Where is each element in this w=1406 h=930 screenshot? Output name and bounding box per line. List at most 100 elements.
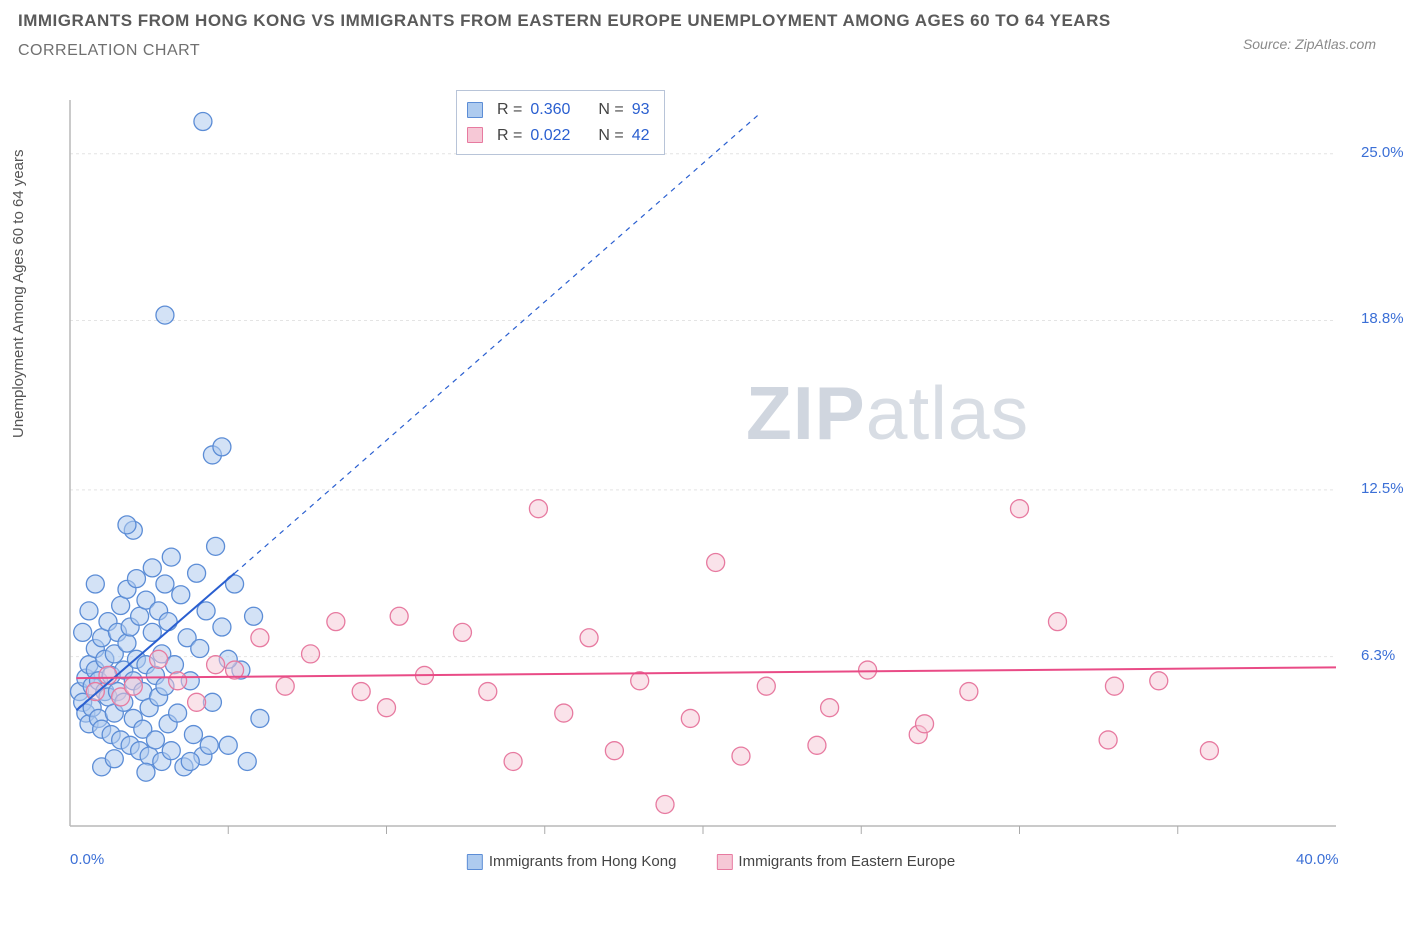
scatter-point bbox=[1099, 731, 1117, 749]
scatter-point bbox=[105, 750, 123, 768]
scatter-point bbox=[169, 704, 187, 722]
scatter-point bbox=[80, 602, 98, 620]
scatter-plot-svg bbox=[66, 90, 1356, 840]
n-value: 42 bbox=[632, 123, 650, 149]
scatter-point bbox=[1048, 613, 1066, 631]
scatter-point bbox=[916, 715, 934, 733]
scatter-point bbox=[86, 575, 104, 593]
scatter-point bbox=[74, 623, 92, 641]
y-axis-label: Unemployment Among Ages 60 to 64 years bbox=[10, 149, 27, 438]
scatter-point bbox=[504, 752, 522, 770]
legend-label: Immigrants from Hong Kong bbox=[489, 853, 677, 870]
scatter-point bbox=[146, 731, 164, 749]
y-tick-label: 18.8% bbox=[1361, 310, 1406, 327]
n-value: 93 bbox=[632, 97, 650, 123]
scatter-point bbox=[960, 683, 978, 701]
scatter-point bbox=[181, 752, 199, 770]
x-tick-label: 40.0% bbox=[1296, 851, 1339, 868]
scatter-point bbox=[251, 629, 269, 647]
scatter-point bbox=[555, 704, 573, 722]
scatter-point bbox=[1105, 677, 1123, 695]
scatter-point bbox=[156, 575, 174, 593]
trend-line-extrapolated bbox=[235, 113, 760, 573]
scatter-point bbox=[605, 742, 623, 760]
scatter-point bbox=[681, 709, 699, 727]
legend: Immigrants from Hong Kong Immigrants from… bbox=[467, 853, 955, 870]
scatter-point bbox=[207, 656, 225, 674]
r-value: 0.022 bbox=[530, 123, 570, 149]
scatter-point bbox=[656, 795, 674, 813]
trend-line bbox=[76, 667, 1336, 678]
scatter-point bbox=[118, 516, 136, 534]
scatter-point bbox=[529, 500, 547, 518]
scatter-point bbox=[757, 677, 775, 695]
y-tick-label: 6.3% bbox=[1361, 647, 1406, 664]
r-label: R = bbox=[497, 123, 522, 149]
chart-container: Unemployment Among Ages 60 to 64 years Z… bbox=[18, 78, 1388, 868]
scatter-point bbox=[1200, 742, 1218, 760]
legend-swatch bbox=[467, 102, 483, 118]
scatter-point bbox=[245, 607, 263, 625]
scatter-point bbox=[162, 548, 180, 566]
scatter-point bbox=[580, 629, 598, 647]
legend-item: Immigrants from Eastern Europe bbox=[716, 853, 955, 870]
scatter-point bbox=[479, 683, 497, 701]
x-tick-label: 0.0% bbox=[70, 851, 104, 868]
legend-item: Immigrants from Hong Kong bbox=[467, 853, 677, 870]
scatter-point bbox=[707, 553, 725, 571]
scatter-point bbox=[194, 113, 212, 131]
legend-swatch bbox=[467, 127, 483, 143]
legend-swatch bbox=[467, 854, 483, 870]
scatter-point bbox=[327, 613, 345, 631]
stats-legend-box: R = 0.360 N = 93 R = 0.022 N = 42 bbox=[456, 90, 665, 155]
scatter-point bbox=[188, 564, 206, 582]
scatter-point bbox=[631, 672, 649, 690]
scatter-point bbox=[859, 661, 877, 679]
scatter-point bbox=[112, 597, 130, 615]
scatter-point bbox=[732, 747, 750, 765]
scatter-point bbox=[137, 763, 155, 781]
scatter-point bbox=[200, 736, 218, 754]
scatter-point bbox=[821, 699, 839, 717]
chart-title: IMMIGRANTS FROM HONG KONG VS IMMIGRANTS … bbox=[18, 8, 1111, 34]
scatter-point bbox=[219, 736, 237, 754]
scatter-point bbox=[150, 650, 168, 668]
scatter-point bbox=[378, 699, 396, 717]
scatter-point bbox=[169, 672, 187, 690]
scatter-point bbox=[213, 438, 231, 456]
scatter-point bbox=[124, 677, 142, 695]
scatter-point bbox=[1150, 672, 1168, 690]
scatter-point bbox=[159, 613, 177, 631]
n-label: N = bbox=[598, 123, 623, 149]
scatter-point bbox=[143, 559, 161, 577]
legend-swatch bbox=[716, 854, 732, 870]
scatter-point bbox=[188, 693, 206, 711]
n-label: N = bbox=[598, 97, 623, 123]
scatter-point bbox=[156, 306, 174, 324]
y-tick-label: 25.0% bbox=[1361, 144, 1406, 161]
scatter-point bbox=[162, 742, 180, 760]
source-label: Source: ZipAtlas.com bbox=[1243, 36, 1376, 52]
scatter-point bbox=[276, 677, 294, 695]
scatter-point bbox=[390, 607, 408, 625]
scatter-point bbox=[131, 607, 149, 625]
scatter-point bbox=[184, 726, 202, 744]
scatter-point bbox=[191, 640, 209, 658]
scatter-point bbox=[86, 683, 104, 701]
scatter-point bbox=[251, 709, 269, 727]
plot-area: ZIPatlas R = 0.360 N = 93 R = 0.022 N = … bbox=[66, 90, 1356, 840]
r-value: 0.360 bbox=[530, 97, 570, 123]
scatter-point bbox=[172, 586, 190, 604]
scatter-point bbox=[127, 570, 145, 588]
scatter-point bbox=[302, 645, 320, 663]
scatter-point bbox=[238, 752, 256, 770]
scatter-point bbox=[453, 623, 471, 641]
scatter-point bbox=[1011, 500, 1029, 518]
r-label: R = bbox=[497, 97, 522, 123]
scatter-point bbox=[213, 618, 231, 636]
scatter-point bbox=[352, 683, 370, 701]
chart-subtitle: CORRELATION CHART bbox=[18, 42, 1111, 60]
scatter-point bbox=[207, 537, 225, 555]
scatter-point bbox=[808, 736, 826, 754]
legend-label: Immigrants from Eastern Europe bbox=[738, 853, 955, 870]
